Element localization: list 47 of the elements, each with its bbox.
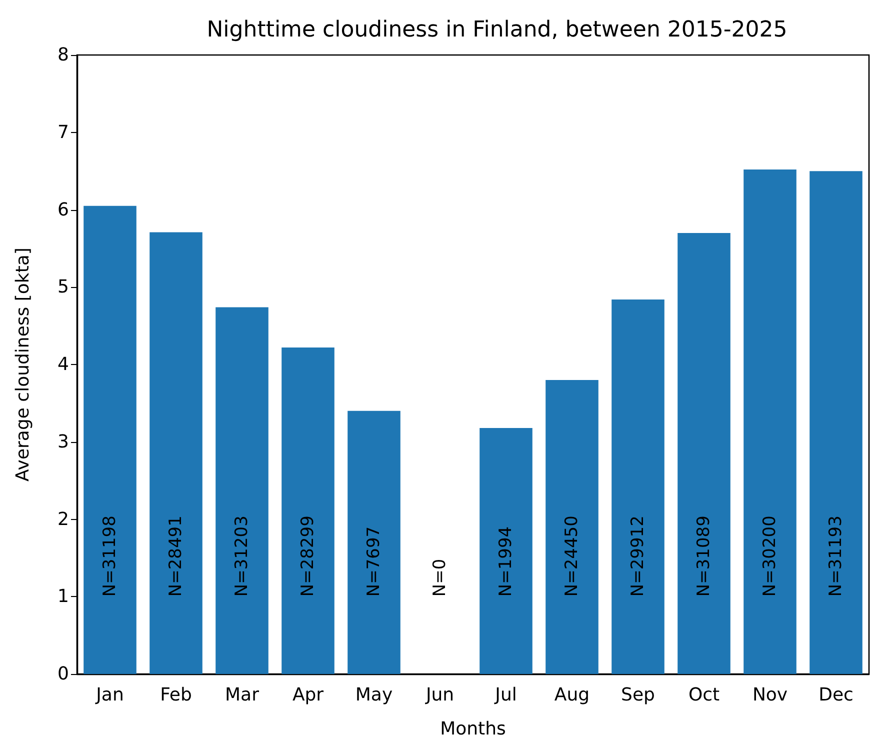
annotation: N=31203 (232, 516, 252, 597)
chart-title: Nighttime cloudiness in Finland, between 2015-2025 (206, 18, 788, 42)
bar (348, 410, 400, 674)
x-tick-label: Jan (95, 684, 124, 706)
y-tick-label: 6 (58, 199, 69, 220)
y-tick-label: 1 (58, 586, 69, 608)
annotation: N=29912 (628, 516, 648, 597)
x-tick-label: Feb (160, 684, 192, 706)
annotation: N=31193 (826, 516, 846, 597)
bar (150, 232, 202, 674)
x-tick-label: Sep (621, 684, 655, 706)
bar (678, 232, 730, 674)
bar (612, 300, 664, 674)
x-tick-label: Mar (225, 684, 260, 706)
x-tick-label: Apr (292, 684, 324, 706)
bar (216, 307, 268, 674)
bar (810, 171, 862, 674)
annotation: N=7697 (364, 526, 384, 597)
y-tick-label: 2 (58, 508, 69, 530)
annotation: N=28491 (166, 516, 186, 597)
x-tick-label: Oct (688, 684, 720, 706)
y-tick-label: 7 (58, 122, 69, 143)
bar (480, 428, 532, 674)
x-tick-label: Jun (424, 684, 454, 706)
x-tick-label: Jul (494, 684, 517, 706)
bar (84, 206, 136, 674)
x-tick-label: Nov (752, 684, 788, 706)
bar (546, 380, 598, 674)
y-tick-label: 4 (58, 354, 69, 375)
y-tick-label: 8 (58, 44, 69, 66)
y-axis-title: Average cloudiness [okta] (12, 248, 34, 482)
bar (282, 347, 334, 674)
annotation: N=24450 (562, 516, 582, 597)
y-tick-label: 5 (58, 276, 69, 298)
annotation: N=28299 (298, 516, 318, 597)
x-tick-label: Dec (818, 684, 854, 706)
annotation: N=31089 (694, 516, 714, 597)
y-tick-label: 0 (58, 664, 69, 684)
x-axis-title: Months (440, 718, 506, 740)
annotation: N=1994 (496, 526, 516, 597)
annotation: N=0 (430, 558, 450, 597)
x-tick-label: Aug (554, 684, 590, 706)
y-tick-label: 3 (58, 431, 69, 452)
x-tick-label: May (355, 684, 393, 706)
bar (744, 170, 796, 674)
annotation: N=31198 (100, 516, 120, 597)
annotation: N=30200 (760, 516, 780, 597)
